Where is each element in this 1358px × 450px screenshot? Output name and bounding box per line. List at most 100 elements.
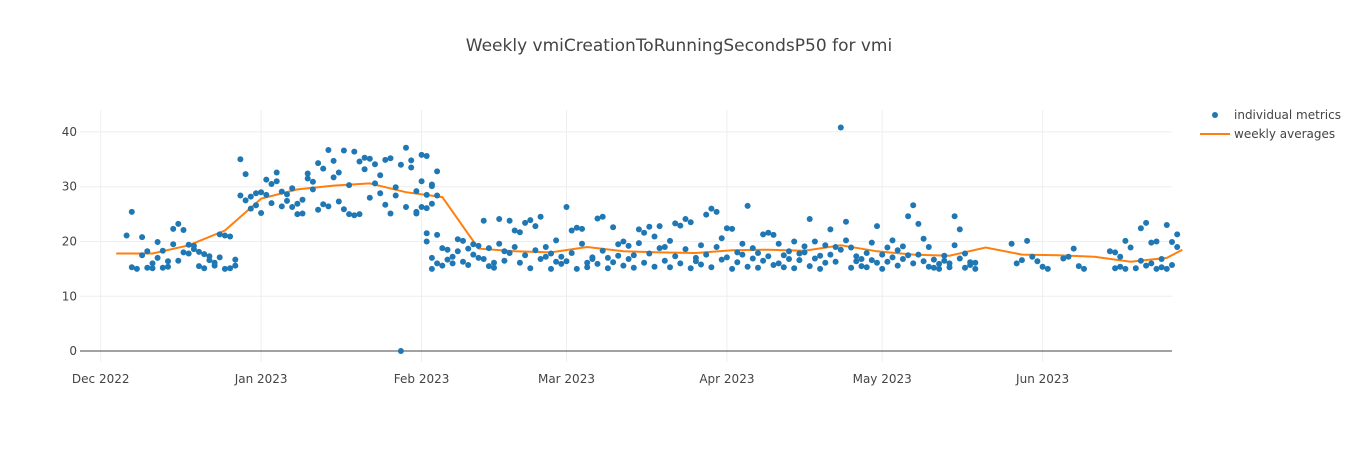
data-point	[749, 255, 756, 262]
data-point	[273, 178, 280, 185]
data-point	[180, 249, 187, 256]
data-point	[1008, 240, 1015, 247]
data-point	[372, 161, 378, 168]
data-point	[625, 256, 632, 262]
data-point	[491, 264, 497, 271]
data-point	[460, 258, 466, 265]
data-point	[237, 156, 244, 163]
data-point	[646, 250, 653, 257]
data-point	[775, 260, 782, 267]
data-point	[253, 202, 259, 209]
data-point	[858, 263, 865, 270]
data-point	[527, 217, 534, 224]
data-point	[967, 262, 974, 268]
x-tick-label: Feb 2023	[394, 372, 450, 386]
data-point	[165, 258, 171, 265]
data-point	[744, 263, 751, 270]
data-point	[915, 251, 922, 258]
data-point	[278, 203, 285, 210]
data-point	[537, 256, 544, 262]
data-point	[672, 253, 679, 260]
legend-label-individual-metrics[interactable]: individual metrics	[1234, 108, 1341, 122]
data-point	[811, 255, 818, 262]
data-point	[558, 260, 565, 267]
data-point	[962, 250, 968, 257]
data-point	[346, 182, 353, 189]
data-point	[299, 210, 306, 217]
data-point	[682, 246, 689, 253]
data-point	[284, 197, 290, 204]
data-point	[144, 264, 151, 271]
data-point	[423, 153, 430, 159]
data-point	[475, 254, 482, 261]
data-point	[1044, 265, 1051, 272]
data-point	[1081, 265, 1087, 272]
data-point	[801, 249, 808, 256]
data-point	[796, 257, 803, 264]
data-point	[755, 250, 761, 256]
legend[interactable]: individual metrics weekly averages	[1200, 108, 1341, 141]
legend-label-weekly-averages[interactable]: weekly averages	[1234, 127, 1335, 141]
data-point	[439, 262, 446, 269]
data-point	[573, 224, 580, 231]
data-point	[397, 348, 404, 354]
data-point	[351, 148, 358, 155]
data-point	[123, 232, 130, 239]
data-point	[817, 252, 824, 259]
data-point	[760, 231, 767, 238]
data-point	[133, 265, 140, 272]
data-point	[253, 190, 259, 197]
data-point	[874, 223, 880, 230]
data-point	[232, 262, 239, 269]
data-point	[403, 144, 409, 151]
data-point	[910, 202, 917, 209]
data-point	[423, 230, 430, 237]
data-point	[651, 233, 658, 240]
data-point	[170, 241, 177, 248]
data-point	[418, 151, 425, 158]
data-point	[465, 262, 472, 268]
data-point	[579, 225, 585, 232]
data-point	[786, 256, 792, 262]
data-point	[713, 208, 720, 215]
data-point	[470, 241, 477, 248]
data-point	[330, 157, 337, 164]
data-point	[791, 265, 798, 272]
data-point	[227, 265, 234, 272]
data-point	[485, 245, 492, 252]
data-point	[377, 190, 384, 197]
data-point	[1143, 262, 1150, 269]
data-point	[284, 191, 290, 198]
x-tick-label: Apr 2023	[699, 372, 754, 386]
data-point	[956, 226, 963, 233]
data-point	[470, 251, 477, 258]
data-point	[946, 260, 953, 267]
data-point	[811, 238, 818, 245]
data-point	[387, 155, 394, 162]
data-point	[408, 164, 415, 171]
plot-area	[116, 124, 1183, 354]
data-point	[315, 206, 322, 213]
data-point	[1127, 244, 1134, 251]
data-point	[698, 242, 704, 249]
data-point	[1163, 222, 1170, 228]
data-point	[434, 192, 441, 199]
data-point	[423, 238, 430, 245]
data-point	[920, 235, 927, 242]
data-point	[641, 259, 648, 266]
data-point	[1153, 238, 1160, 245]
data-point	[806, 216, 813, 222]
x-tick-label: Jun 2023	[1015, 372, 1069, 386]
data-point	[604, 254, 611, 261]
data-point	[1112, 265, 1119, 272]
data-point	[1132, 265, 1139, 272]
data-point	[335, 169, 342, 176]
data-point	[289, 204, 296, 210]
data-point	[677, 222, 684, 229]
data-point	[853, 258, 860, 265]
data-point	[817, 265, 824, 272]
data-point	[522, 219, 529, 226]
data-point	[320, 201, 327, 208]
data-point	[434, 231, 441, 238]
axes: 0 10 20 30 40 Dec 2022 Jan 2023 Feb 2023 Mar 202…	[62, 125, 1172, 386]
